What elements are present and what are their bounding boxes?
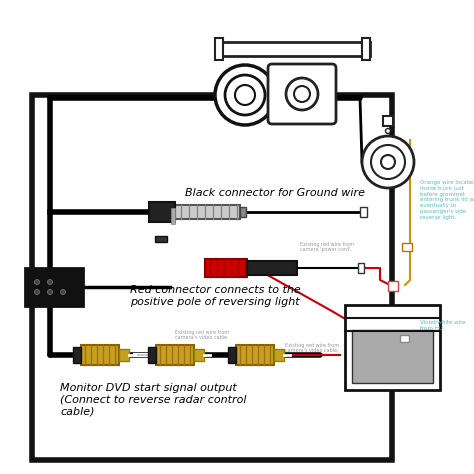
- Bar: [215, 38, 223, 60]
- Bar: [175, 205, 240, 219]
- Bar: [228, 347, 236, 363]
- Circle shape: [235, 85, 255, 105]
- Circle shape: [61, 290, 65, 294]
- Bar: [32, 95, 392, 460]
- Text: Black connector for Ground wire: Black connector for Ground wire: [185, 188, 365, 198]
- Circle shape: [371, 145, 405, 179]
- Bar: [149, 202, 175, 222]
- Bar: [25, 268, 83, 306]
- Circle shape: [225, 75, 265, 115]
- Bar: [400, 335, 409, 342]
- Bar: [362, 38, 370, 60]
- FancyBboxPatch shape: [268, 64, 336, 124]
- Bar: [247, 261, 297, 275]
- Circle shape: [215, 65, 275, 125]
- Circle shape: [47, 280, 53, 284]
- Bar: [215, 42, 370, 56]
- Bar: [81, 345, 119, 365]
- Text: Red connector connects to the
positive pole of reversing light: Red connector connects to the positive p…: [130, 285, 301, 307]
- Circle shape: [35, 290, 39, 294]
- Bar: [194, 349, 204, 361]
- Bar: [236, 345, 274, 365]
- Bar: [358, 263, 364, 273]
- Circle shape: [362, 136, 414, 188]
- Text: Existing red wire from
camera's video cable.: Existing red wire from camera's video ca…: [285, 343, 339, 354]
- Circle shape: [35, 280, 39, 284]
- Bar: [383, 116, 393, 126]
- Bar: [360, 207, 367, 217]
- Bar: [148, 347, 156, 363]
- Bar: [171, 208, 175, 224]
- Text: Monitor DVD start signal output
(Connect to reverse radar control
cable): Monitor DVD start signal output (Connect…: [60, 383, 246, 417]
- Bar: [205, 259, 247, 277]
- Text: Orange wire located
inside truck just
before grommet
entering trunk lid and
even: Orange wire located inside truck just be…: [420, 180, 474, 220]
- Bar: [73, 347, 81, 363]
- Bar: [240, 207, 246, 217]
- Circle shape: [385, 128, 391, 134]
- Circle shape: [381, 155, 395, 169]
- Bar: [274, 349, 284, 361]
- Text: Violet/white wire
from HU.: Violet/white wire from HU.: [420, 320, 465, 331]
- Bar: [119, 349, 129, 361]
- Bar: [352, 330, 433, 383]
- Circle shape: [47, 290, 53, 294]
- Text: Existing red wire from
camera's video cable.: Existing red wire from camera's video ca…: [175, 329, 229, 340]
- Bar: [156, 345, 194, 365]
- Circle shape: [294, 86, 310, 102]
- Circle shape: [286, 78, 318, 110]
- Bar: [388, 281, 398, 291]
- Bar: [155, 236, 167, 242]
- Text: Existing red wire from
camera 'power cord'.: Existing red wire from camera 'power cor…: [300, 242, 354, 252]
- Bar: [345, 305, 440, 390]
- Bar: [402, 243, 412, 251]
